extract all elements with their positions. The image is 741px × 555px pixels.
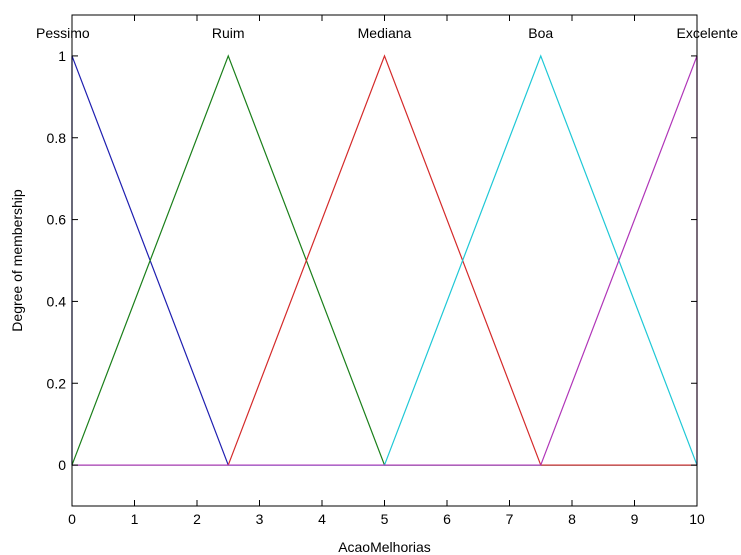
x-tick-label: 0 — [68, 511, 76, 527]
mf-label-ruim: Ruim — [212, 25, 245, 41]
x-tick-label: 7 — [506, 511, 514, 527]
mf-label-mediana: Mediana — [358, 25, 412, 41]
x-tick-label: 6 — [443, 511, 451, 527]
plot-area — [72, 15, 697, 506]
y-tick-label: 0.8 — [47, 130, 67, 146]
y-tick-label: 0 — [58, 457, 66, 473]
mf-label-excelente: Excelente — [677, 25, 739, 41]
x-tick-label: 10 — [689, 511, 705, 527]
x-tick-label: 8 — [568, 511, 576, 527]
mf-label-pessimo: Pessimo — [36, 25, 90, 41]
y-axis-label: Degree of membership — [9, 189, 25, 332]
mf-label-boa: Boa — [528, 25, 553, 41]
y-tick-label: 0.6 — [47, 212, 67, 228]
y-tick-label: 1 — [58, 48, 66, 64]
plot-background — [72, 15, 697, 506]
y-tick-label: 0.4 — [47, 293, 67, 309]
x-tick-label: 3 — [256, 511, 264, 527]
axis-ticks: 0 1 2 3 4 5 6 7 8 9 10 0 0.2 0.4 0.6 0.8 1 — [47, 15, 705, 527]
y-tick-label: 0.2 — [47, 375, 67, 391]
x-tick-label: 9 — [631, 511, 639, 527]
x-tick-label: 2 — [193, 511, 201, 527]
x-axis-label: AcaoMelhorias — [338, 539, 431, 555]
x-tick-label: 5 — [381, 511, 389, 527]
series-layer — [71, 54, 698, 466]
membership-labels: Pessimo Ruim Mediana Boa Excelente — [36, 25, 738, 41]
x-tick-label: 1 — [131, 511, 139, 527]
x-tick-label: 4 — [318, 511, 326, 527]
